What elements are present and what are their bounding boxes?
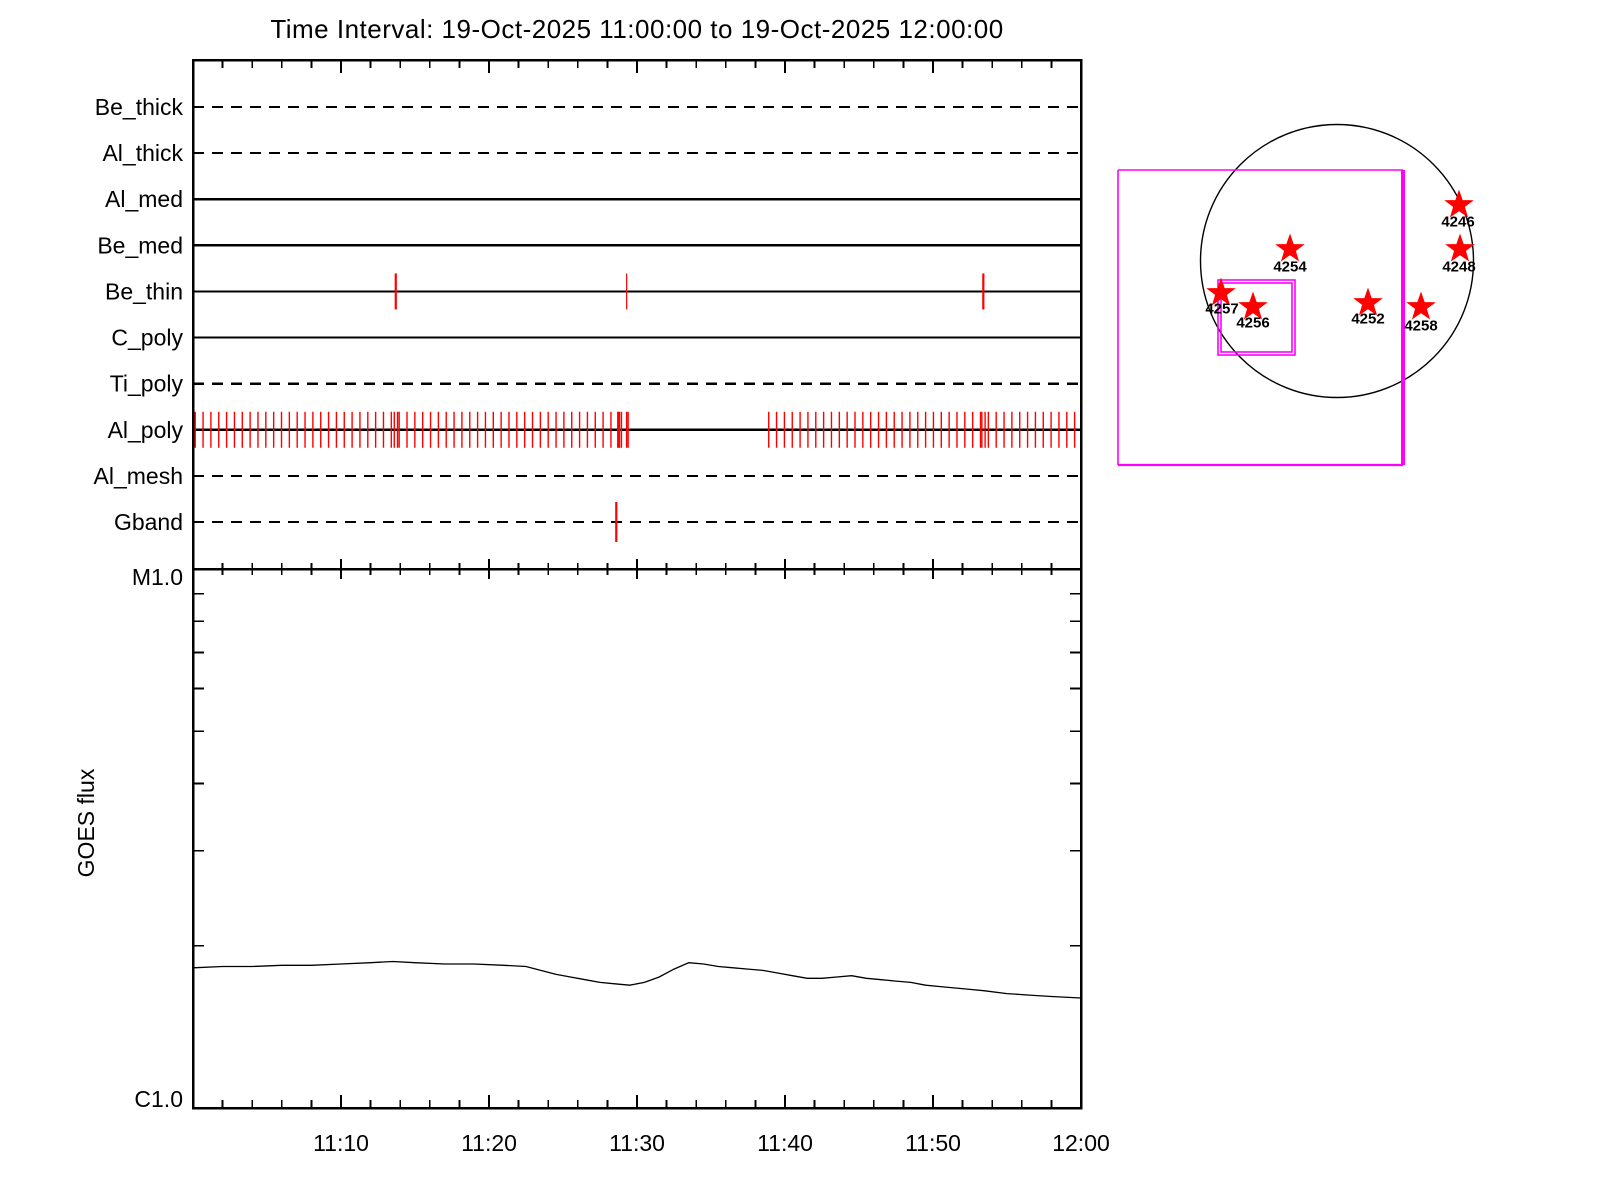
active-region-label-4246: 4246: [1441, 214, 1474, 231]
filter-label-Al_med: Al_med: [105, 186, 183, 212]
active-region-star-4252: [1353, 287, 1383, 316]
active-region-label-4248: 4248: [1442, 259, 1475, 276]
active-region-label-4257: 4257: [1205, 301, 1238, 318]
active-region-star-4258: [1406, 291, 1436, 320]
active-region-label-4258: 4258: [1404, 318, 1437, 335]
solar-disk-limb: [1199, 123, 1475, 399]
fov-box-small-fov-inner: [1220, 282, 1293, 353]
filter-label-Gband: Gband: [114, 509, 183, 535]
goes-panel-frame: [191, 567, 1083, 1110]
filter-panel-frame: [191, 58, 1083, 571]
active-region-star-4248: [1445, 233, 1475, 262]
filter-label-C_poly: C_poly: [111, 325, 183, 351]
active-region-label-4256: 4256: [1236, 315, 1269, 332]
fov-box-small-fov-outer: [1217, 279, 1296, 356]
filter-label-Al_thick: Al_thick: [102, 140, 183, 166]
active-region-star-4257: [1206, 277, 1236, 306]
filter-label-Al_mesh: Al_mesh: [94, 463, 183, 489]
filter-label-Be_thick: Be_thick: [95, 94, 184, 120]
filter-label-Al_poly: Al_poly: [108, 417, 184, 443]
goes-flux-curve: [192, 960, 1082, 999]
x-tick-label-11:30: 11:30: [609, 1130, 665, 1156]
goes-ytick-bottom-label: C1.0: [134, 1086, 183, 1112]
goes-ytick-top-label: M1.0: [131, 564, 183, 590]
active-region-star-4256: [1238, 291, 1268, 320]
active-region-star-4246: [1444, 189, 1474, 218]
active-region-star-4254: [1275, 233, 1305, 262]
active-region-label-4252: 4252: [1351, 311, 1384, 328]
plot-title: Time Interval: 19-Oct-2025 11:00:00 to 1…: [270, 14, 1004, 44]
x-tick-label-12:00: 12:00: [1052, 1130, 1110, 1156]
filter-label-Be_med: Be_med: [97, 232, 183, 258]
x-tick-label-11:10: 11:10: [313, 1130, 369, 1156]
x-tick-label-11:40: 11:40: [757, 1130, 813, 1156]
filter-label-Be_thin: Be_thin: [105, 278, 183, 304]
x-tick-label-11:20: 11:20: [461, 1130, 517, 1156]
filter-label-Ti_poly: Ti_poly: [110, 371, 184, 397]
active-region-label-4254: 4254: [1273, 259, 1307, 276]
x-tick-label-11:50: 11:50: [905, 1130, 961, 1156]
